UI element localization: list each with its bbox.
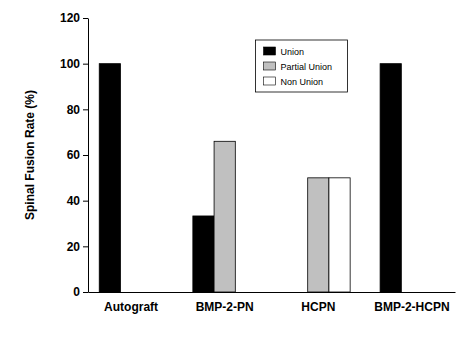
bar (120, 292, 141, 293)
tick-label: 80 (67, 103, 81, 117)
legend-entry: Union (264, 47, 305, 57)
tick-mark (83, 18, 88, 19)
tick-label: 120 (60, 11, 80, 25)
tick: BMP-2-PN (196, 292, 254, 314)
tick: 60 (67, 148, 88, 162)
tick: 100 (60, 57, 88, 71)
tick: 20 (67, 240, 88, 254)
tick-label: 0 (73, 285, 80, 299)
tick-mark (83, 292, 88, 293)
bar (380, 64, 401, 292)
tick: 80 (67, 103, 88, 117)
tick-label: 100 (60, 57, 80, 71)
bar (423, 292, 444, 293)
tick-mark (83, 201, 88, 202)
bar (329, 178, 350, 292)
bar (193, 216, 214, 292)
legend: Union Partial Union Non Union (256, 40, 348, 92)
legend-label: Union (281, 47, 305, 57)
tick-label: Autograft (104, 300, 158, 314)
legend-entry: Partial Union (264, 62, 333, 72)
bar (214, 141, 235, 292)
chart: 0 20 40 60 80 100 120 Autograft BMP-2-PN HCPN BMP-… (0, 0, 473, 339)
tick: 0 (73, 285, 88, 299)
x-axis: Autograft BMP-2-PN HCPN BMP-2-HCPN (89, 292, 456, 314)
axis-line (88, 19, 89, 293)
tick-label: BMP-2-HCPN (374, 300, 449, 314)
y-axis-title: Spinal Fusion Rate (%) (23, 90, 37, 220)
legend-box (256, 40, 348, 92)
bar (401, 292, 422, 293)
bar (308, 178, 329, 292)
bars (99, 64, 401, 292)
legend-label: Partial Union (281, 62, 333, 72)
tick: HCPN (301, 292, 335, 314)
tick-label: HCPN (301, 300, 335, 314)
tick-label: 40 (67, 194, 81, 208)
tick-mark (83, 64, 88, 65)
legend-swatch (264, 47, 276, 55)
tick-mark (83, 109, 88, 110)
tick: Autograft (104, 292, 158, 314)
bar (99, 64, 120, 292)
legend-label: Non Union (281, 77, 324, 87)
legend-swatch (264, 77, 276, 85)
plot: 0 20 40 60 80 100 120 Autograft BMP-2-PN HCPN BMP-… (60, 11, 456, 313)
tick-label: 60 (67, 148, 81, 162)
tick-mark (83, 155, 88, 156)
legend-swatch (264, 62, 276, 70)
bar (142, 292, 163, 293)
bar (286, 292, 307, 293)
series (329, 178, 350, 292)
tick: BMP-2-HCPN (374, 292, 449, 314)
series (99, 64, 401, 292)
tick-label: 20 (67, 240, 81, 254)
y-axis: 0 20 40 60 80 100 120 (60, 11, 89, 299)
series (214, 141, 329, 292)
tick-mark (83, 246, 88, 247)
bar (235, 292, 256, 293)
legend-entry: Non Union (264, 77, 324, 87)
tick: 120 (60, 11, 88, 25)
axis-line (89, 292, 456, 293)
tick: 40 (67, 194, 88, 208)
tick-label: BMP-2-PN (196, 300, 254, 314)
